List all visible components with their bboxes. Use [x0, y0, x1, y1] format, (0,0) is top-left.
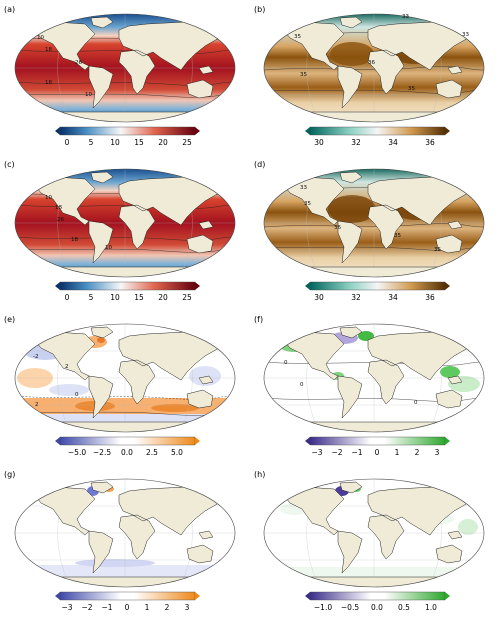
tick: 25 — [182, 138, 192, 147]
contour-label: 35 — [304, 201, 311, 207]
panel-g — [14, 478, 236, 588]
tick: 2 — [165, 603, 170, 612]
contour-label: 36 — [334, 225, 341, 231]
tick: 34 — [388, 293, 398, 302]
tick: 30 — [314, 293, 324, 302]
contour-label: 33 — [402, 14, 409, 20]
tick: −1 — [351, 448, 362, 457]
tick: 0.0 — [371, 603, 383, 612]
tick: −2.5 — [93, 448, 111, 457]
tick: 20 — [158, 293, 168, 302]
tick: 34 — [388, 138, 398, 147]
contour-label: 0 — [414, 400, 418, 406]
colorbar-h: −1.0 −0.5 0.0 0.5 1.0 — [305, 591, 450, 612]
panel-label-a: (a) — [4, 5, 15, 14]
tick: −1 — [101, 603, 112, 612]
tick: −2 — [331, 448, 342, 457]
contour-label: 33 — [300, 185, 307, 191]
panel-label-c: (c) — [4, 160, 15, 169]
panel-label-b: (b) — [254, 5, 265, 14]
tick: 32 — [351, 138, 361, 147]
colorbar-c: 0 5 10 15 20 25 — [55, 281, 200, 302]
tick: 0 — [375, 448, 380, 457]
tick: 10 — [110, 138, 120, 147]
panel-c: 10 18 26 18 10 — [14, 168, 236, 278]
tick: 20 — [158, 138, 168, 147]
contour-label: 0 — [284, 360, 288, 366]
tick: −2 — [81, 603, 92, 612]
tick: 1 — [145, 603, 150, 612]
tick: 15 — [134, 293, 144, 302]
panel-label-f: (f) — [254, 315, 263, 324]
contour-label: 18 — [55, 205, 62, 211]
panel-f: 0 0 0 — [263, 323, 485, 433]
tick: 36 — [425, 138, 435, 147]
contour-label: 18 — [45, 80, 52, 86]
colorbar-f: −3 −2 −1 0 1 2 3 — [305, 436, 450, 457]
contour-label: 0 — [300, 382, 304, 388]
contour-label: 10 — [105, 245, 112, 251]
contour-label: 10 — [37, 35, 44, 41]
colorbar-b: 30 32 34 36 — [305, 126, 450, 147]
colorbar-d: 30 32 34 36 — [305, 281, 450, 302]
panel-label-h: (h) — [254, 470, 265, 479]
tick: 0 — [65, 293, 70, 302]
contour-label: 35 — [434, 247, 441, 253]
panel-e: 2 -2 0 2 — [14, 323, 236, 433]
tick: −0.5 — [341, 603, 359, 612]
contour-label: 2 — [65, 364, 69, 370]
tick: 30 — [314, 138, 324, 147]
panel-h — [263, 478, 485, 588]
tick: 5 — [89, 293, 94, 302]
contour-label: 2 — [35, 402, 39, 408]
tick: 25 — [182, 293, 192, 302]
panel-label-e: (e) — [4, 315, 15, 324]
panel-label-d: (d) — [254, 160, 265, 169]
panel-a: 10 18 26 18 10 — [14, 13, 236, 123]
tick: 0.5 — [398, 603, 410, 612]
tick: −3 — [61, 603, 72, 612]
tick: 3 — [435, 448, 440, 457]
tick: 0 — [125, 603, 130, 612]
colorbar-a: 0 5 10 15 20 25 — [55, 126, 200, 147]
tick: −5.0 — [68, 448, 86, 457]
tick: 5 — [89, 138, 94, 147]
tick: 0.0 — [121, 448, 133, 457]
tick: 0 — [65, 138, 70, 147]
contour-label: 26 — [75, 60, 82, 66]
colorbar-e: −5.0 −2.5 0.0 2.5 5.0 — [55, 436, 200, 457]
contour-label: 35 — [394, 233, 401, 239]
tick: 36 — [425, 293, 435, 302]
contour-label: 10 — [45, 195, 52, 201]
tick: 1 — [395, 448, 400, 457]
contour-label: 18 — [71, 237, 78, 243]
panel-label-g: (g) — [4, 470, 15, 479]
tick: 5.0 — [171, 448, 183, 457]
tick: 10 — [110, 293, 120, 302]
tick: 15 — [134, 138, 144, 147]
tick: 2 — [415, 448, 420, 457]
tick: 32 — [351, 293, 361, 302]
contour-label: 35 — [294, 34, 301, 40]
contour-label: 0 — [75, 392, 79, 398]
tick: −1.0 — [314, 603, 332, 612]
contour-label: 18 — [45, 47, 52, 53]
contour-label: -2 — [33, 354, 38, 360]
contour-label: 35 — [300, 72, 307, 78]
tick: 1.0 — [425, 603, 437, 612]
contour-label: 33 — [462, 32, 469, 38]
contour-label: 36 — [368, 60, 375, 66]
contour-label: 35 — [408, 86, 415, 92]
tick: 2.5 — [146, 448, 158, 457]
contour-label: 26 — [57, 217, 64, 223]
panel-d: 33 35 36 35 35 — [263, 168, 485, 278]
contour-label: 10 — [85, 92, 92, 98]
colorbar-g: −3 −2 −1 0 1 2 3 — [55, 591, 200, 612]
tick: −3 — [311, 448, 322, 457]
tick: 3 — [185, 603, 190, 612]
panel-b: 33 35 36 35 35 33 — [263, 13, 485, 123]
